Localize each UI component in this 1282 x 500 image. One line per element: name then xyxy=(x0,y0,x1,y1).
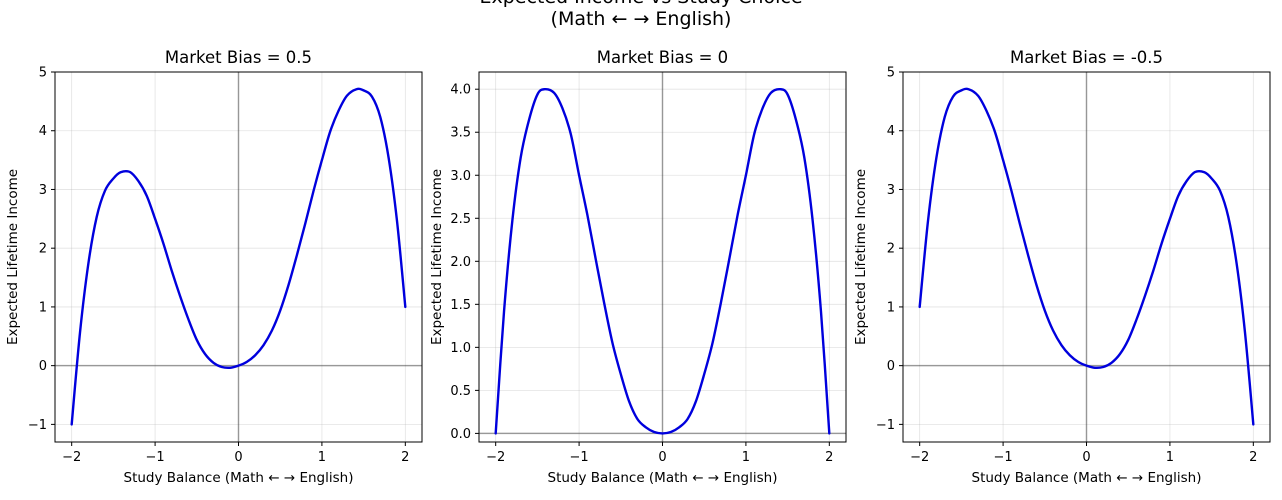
panel1-series-line-0 xyxy=(70,87,407,426)
panel3: −2 −1 0 1 2 −1 0 1 2 3 4 5 Market Bias = -0.5 Study B… xyxy=(853,48,1271,486)
panel2-ytick-label-5: 2.5 xyxy=(450,212,471,227)
panel2-ytick-label-3: 1.5 xyxy=(450,298,471,313)
panel1-ytick-label-2: 1 xyxy=(39,300,47,315)
panel1-title: Market Bias = 0.5 xyxy=(165,48,312,67)
panel2-xtick-label-1: −1 xyxy=(570,450,589,465)
panel3-ytick-label-1: 0 xyxy=(887,359,895,374)
panel1-ytick-label-6: 5 xyxy=(39,66,47,81)
panel3-xtick-label-4: 2 xyxy=(1249,450,1257,465)
panel2-xtick-label-0: −2 xyxy=(486,450,505,465)
panel3-xtick-label-1: −1 xyxy=(994,450,1013,465)
panel2-ytick-label-6: 3.0 xyxy=(450,169,471,184)
panel3-ytick-label-4: 3 xyxy=(887,183,895,198)
panel2-xtick-label-2: 0 xyxy=(658,450,666,465)
panel1-ylabel: Expected Lifetime Income xyxy=(5,169,21,345)
panel2-ytick-label-4: 2.0 xyxy=(450,255,471,270)
panel2-ytick-label-8: 4.0 xyxy=(450,83,471,98)
panel3-ytick-label-2: 1 xyxy=(887,300,895,315)
panel1-ytick-label-5: 4 xyxy=(39,124,47,139)
panel1-ytick-label-1: 0 xyxy=(39,359,47,374)
panel2-ylabel: Expected Lifetime Income xyxy=(429,169,445,345)
panel1-ytick-label-4: 3 xyxy=(39,183,47,198)
panel3-xtick-label-2: 0 xyxy=(1082,450,1090,465)
panel3-ytick-label-5: 4 xyxy=(887,124,895,139)
panel3-ylabel: Expected Lifetime Income xyxy=(853,169,869,345)
panel1-xtick-label-0: −2 xyxy=(62,450,81,465)
panel1-ytick-label-3: 2 xyxy=(39,242,47,257)
panel2-ytick-label-0: 0.0 xyxy=(450,427,471,442)
panel3-xtick-label-3: 1 xyxy=(1166,450,1174,465)
panel3-ytick-label-0: −1 xyxy=(876,418,895,433)
panel3-ytick-label-6: 5 xyxy=(887,66,895,81)
figure-suptitle-line1: Expected Income vs Study Choice xyxy=(479,0,802,8)
figure-suptitle-line2: (Math ← → English) xyxy=(551,8,732,30)
panel2-xlabel: Study Balance (Math ← → English) xyxy=(548,470,778,486)
panel3-series-line-0 xyxy=(918,87,1255,426)
panel2: −2 −1 0 1 2 0.0 0.5 1.0 1.5 2.0 2.5 3.0 3.5 4.0 Market… xyxy=(429,48,847,486)
panel1-xtick-label-3: 1 xyxy=(318,450,326,465)
panel1-xlabel: Study Balance (Math ← → English) xyxy=(124,470,354,486)
panel2-title: Market Bias = 0 xyxy=(597,48,728,67)
panel3-xlabel: Study Balance (Math ← → English) xyxy=(972,470,1202,486)
panel2-series-line-0 xyxy=(494,87,831,435)
panel2-xtick-label-4: 2 xyxy=(825,450,833,465)
panel3-title: Market Bias = -0.5 xyxy=(1010,48,1163,67)
panel2-ytick-label-1: 0.5 xyxy=(450,384,471,399)
panel1-xtick-label-4: 2 xyxy=(401,450,409,465)
panel1-xtick-label-1: −1 xyxy=(146,450,165,465)
panel2-ytick-label-2: 1.0 xyxy=(450,341,471,356)
panel1: −2 −1 0 1 2 −1 0 1 2 3 4 5 Market Bias = 0.5 Study Ba… xyxy=(5,48,423,486)
panel1-xtick-label-2: 0 xyxy=(234,450,242,465)
panel3-ytick-label-3: 2 xyxy=(887,242,895,257)
panel3-xtick-label-0: −2 xyxy=(910,450,929,465)
panel2-ytick-label-7: 3.5 xyxy=(450,126,471,141)
panel2-xtick-label-3: 1 xyxy=(742,450,750,465)
panel1-ytick-label-0: −1 xyxy=(28,418,47,433)
